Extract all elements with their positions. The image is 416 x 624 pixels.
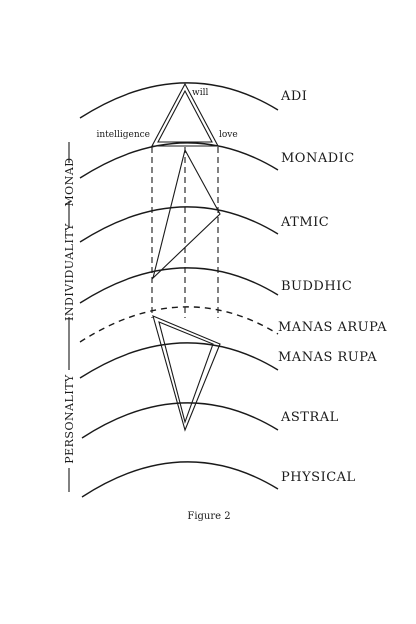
arc-buddhic bbox=[79, 267, 279, 304]
label-love: love bbox=[219, 130, 238, 140]
personality-triangle bbox=[152, 315, 221, 432]
plane-label-physical: PHYSICAL bbox=[281, 470, 356, 485]
plane-label-atmic: ATMIC bbox=[280, 215, 329, 230]
vertical-dashed-lines bbox=[151, 147, 219, 318]
plane-label-astral: ASTRAL bbox=[280, 410, 339, 425]
plane-label-buddhic: BUDDHIC bbox=[281, 279, 352, 294]
individuality-triangle bbox=[152, 148, 221, 280]
monad-triangle bbox=[151, 82, 219, 147]
arc-monadic bbox=[79, 142, 279, 179]
plane-label-manas-arupa: MANAS ARUPA bbox=[278, 320, 387, 335]
arc-manas-rupa bbox=[79, 342, 279, 379]
plane-label-adi: ADI bbox=[280, 89, 307, 104]
figure-caption: Figure 2 bbox=[187, 511, 230, 522]
arc-astral bbox=[81, 402, 279, 439]
arc-atmic bbox=[79, 206, 279, 243]
plane-label-manas-rupa: MANAS RUPA bbox=[278, 350, 377, 365]
arc-adi bbox=[79, 82, 279, 119]
side-label-personality: PERSONALITY bbox=[63, 374, 76, 464]
plane-arcs bbox=[79, 82, 279, 498]
side-label-monad: MONAD bbox=[63, 157, 76, 206]
plane-label-monadic: MONADIC bbox=[281, 151, 355, 166]
label-intelligence: intelligence bbox=[96, 130, 150, 140]
label-will: will bbox=[192, 88, 208, 98]
arc-manas-arupa bbox=[79, 306, 279, 343]
arc-physical bbox=[81, 461, 279, 498]
side-label-individuality: INDIVIDUALITY bbox=[63, 223, 76, 321]
